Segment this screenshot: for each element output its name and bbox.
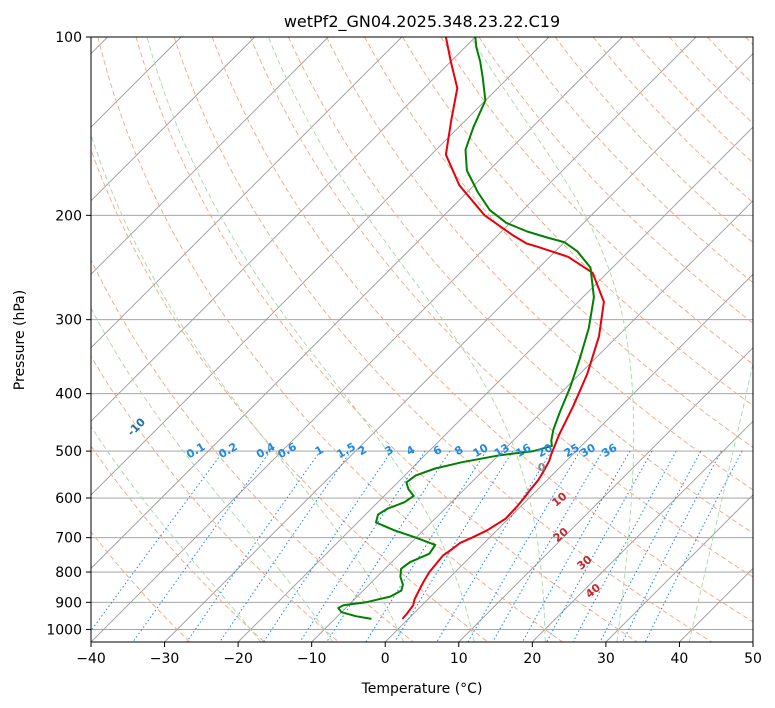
x-tick-label: 0 (381, 651, 390, 667)
dry-adiabat-line (249, 37, 753, 578)
moist-adiabat-line (91, 307, 334, 642)
x-tick-label: 50 (744, 651, 762, 667)
mixing-ratio-line (219, 450, 352, 642)
x-tick-label: −30 (150, 651, 180, 667)
mixing-ratio-line (91, 450, 224, 632)
dry-adiabat-line (516, 37, 753, 284)
y-tick-label: 100 (55, 30, 82, 46)
y-axis-title: Pressure (hPa) (12, 290, 28, 390)
dry-adiabat-line (211, 37, 753, 623)
dewpoint-line (337, 37, 595, 620)
x-tick-label: 30 (597, 651, 615, 667)
ticks-layer: −40 −30 −20 −10 0 10 20 30 40 50 100 200 300 400 500 60… (46, 30, 762, 667)
y-tick-label: 500 (55, 444, 82, 460)
dry-adiabat-line (91, 148, 489, 642)
dry-adiabat-line (135, 37, 638, 642)
dry-adiabat-line (91, 355, 340, 642)
x-tick-label: 20 (523, 651, 541, 667)
isotherm-line (91, 37, 329, 275)
plot-frame (90, 36, 754, 643)
isotherm-line (91, 37, 623, 570)
moist-adiabat-line (146, 37, 475, 642)
y-tick-label: 200 (55, 208, 82, 224)
dry-adiabat-line (173, 37, 713, 642)
dry-adiabat-line (91, 531, 191, 642)
dry-adiabat-line (91, 258, 414, 642)
mixing-ratio-line (622, 450, 722, 642)
isotherm-line (91, 37, 476, 422)
mixing-ratio-line (546, 450, 653, 642)
series-layer (337, 37, 605, 620)
isotherm-line (531, 420, 753, 642)
y-tick-label: 400 (55, 387, 82, 403)
mixing-ratio-line (599, 450, 702, 642)
mixing-ratio-line (644, 450, 743, 642)
mixing-ratio-line (492, 450, 604, 642)
temperature-line (401, 37, 605, 620)
dry-adiabat-line (97, 37, 563, 642)
y-tick-label: 300 (55, 313, 82, 329)
y-tick-label: 600 (55, 491, 82, 507)
mixing-ratio-line (186, 450, 321, 642)
mixing-ratio-line (263, 450, 392, 642)
isotherm-line (91, 37, 256, 202)
isotherm-line (605, 494, 753, 642)
x-tick-label: −20 (223, 651, 253, 667)
dry-adiabat-line (364, 37, 753, 448)
moist-adiabat-line (688, 361, 753, 642)
isotherm-line (237, 126, 753, 642)
zero-label: 0 (538, 461, 546, 474)
y-tick-label: 900 (55, 595, 82, 611)
mixing-ratio-line (394, 450, 514, 642)
dry-adiabat-line (91, 445, 265, 642)
isotherm-line (91, 37, 403, 349)
mixing-ratio-line (572, 450, 677, 642)
dry-adiabat-line (440, 37, 753, 365)
dry-adiabat-line (478, 37, 753, 324)
isotherm-line (91, 37, 697, 642)
grid-layer (91, 37, 753, 642)
moist-adiabat-line (91, 133, 405, 642)
chart-title: wetPf2_GN04.2025.348.23.22.C19 (284, 12, 560, 32)
x-tick-label: −10 (297, 651, 327, 667)
mixing-ratio-line (299, 450, 426, 642)
y-tick-label: 800 (55, 565, 82, 581)
x-tick-label: 40 (671, 651, 689, 667)
mixing-ratio-line (522, 450, 631, 642)
x-axis-title: Temperature (°C) (361, 681, 483, 697)
isotherm-line (164, 52, 753, 642)
x-tick-label: 10 (450, 651, 468, 667)
isotherm-line (384, 273, 753, 642)
x-tick-label: −40 (76, 651, 106, 667)
y-tick-label: 1000 (46, 622, 82, 638)
y-tick-label: 700 (55, 531, 82, 547)
moist-adiabat-line (267, 37, 546, 642)
moist-adiabat-line (91, 425, 262, 642)
dry-adiabat-line (402, 37, 753, 407)
isotherm-line (458, 347, 753, 642)
